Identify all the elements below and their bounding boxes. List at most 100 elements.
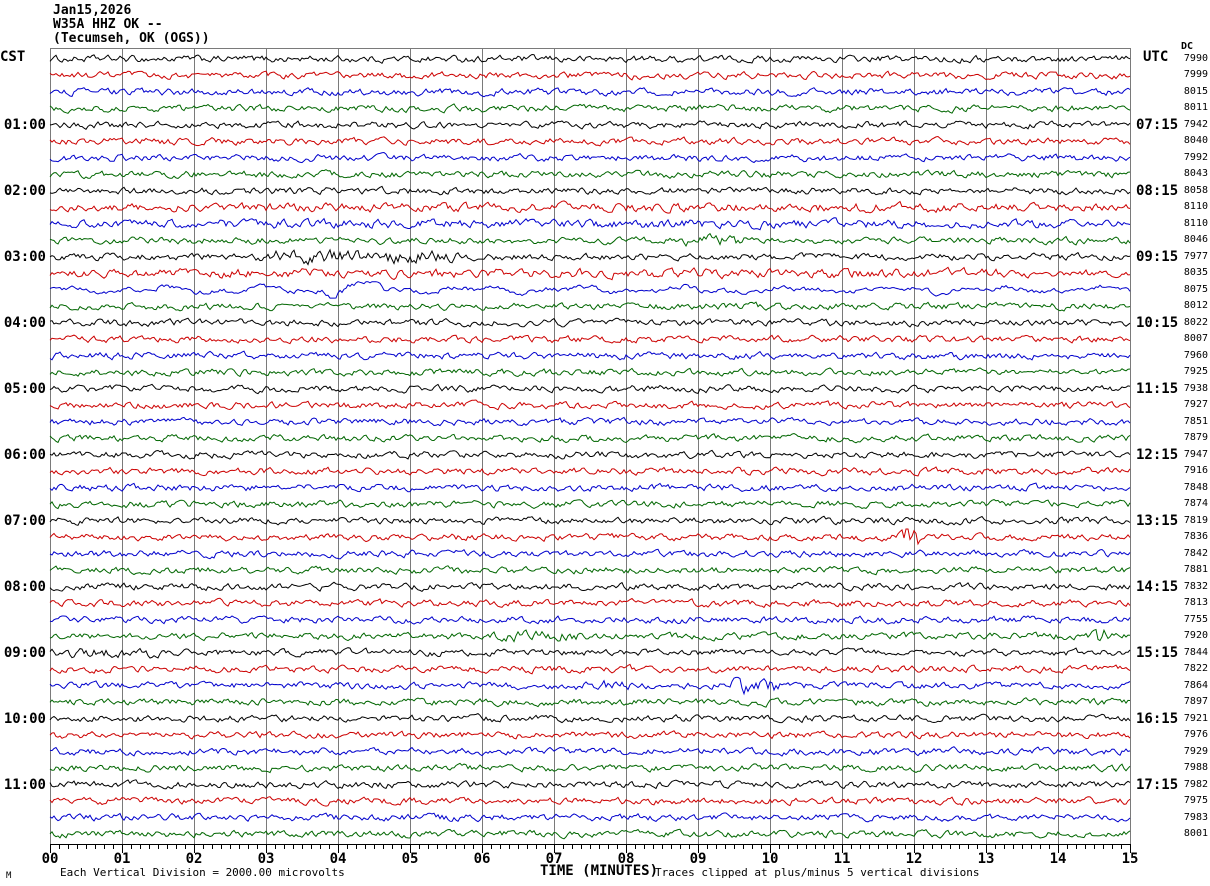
dc-value: 7755 <box>1183 613 1208 625</box>
utc-hour-label: 11:15 <box>1136 380 1179 397</box>
dc-value: 8110 <box>1183 217 1208 229</box>
dc-value: 7822 <box>1183 663 1208 675</box>
utc-hour-label: 07:15 <box>1136 116 1179 133</box>
trace-row <box>49 812 1131 823</box>
trace-row <box>49 350 1131 361</box>
dc-value: 8015 <box>1183 85 1208 97</box>
scale-note: Each Vertical Division = 2000.00 microvo… <box>60 866 345 879</box>
minute-tick-label: 06 <box>473 851 491 867</box>
trace-row <box>49 528 1131 546</box>
dc-value: 7832 <box>1183 580 1208 592</box>
cst-hour-label: 06:00 <box>3 446 46 463</box>
trace-row <box>49 232 1131 248</box>
trace-row <box>49 200 1131 214</box>
trace-row <box>49 87 1131 98</box>
dc-value: 7999 <box>1183 69 1208 81</box>
dc-value: 8075 <box>1183 283 1208 295</box>
utc-hour-label: 16:15 <box>1136 710 1179 727</box>
minute-tick-label: 14 <box>1049 851 1067 867</box>
cst-hour-label: 02:00 <box>3 182 46 199</box>
dc-value: 8046 <box>1183 234 1208 246</box>
left-axis-label: CST <box>0 49 26 65</box>
minute-tick-label: 12 <box>905 851 923 867</box>
minute-tick-label: 00 <box>41 851 59 867</box>
title-station: W35A HHZ OK -- <box>53 17 163 32</box>
minute-tick-label: 07 <box>545 851 563 867</box>
trace-row <box>49 217 1131 231</box>
dc-value: 7977 <box>1183 250 1208 262</box>
dc-value: 7864 <box>1183 679 1208 691</box>
cst-hour-label: 07:00 <box>3 512 46 529</box>
trace-row <box>49 581 1131 593</box>
dc-value: 7836 <box>1183 531 1208 543</box>
watermark-glyph: M <box>6 871 12 881</box>
utc-hour-label: 17:15 <box>1136 776 1179 793</box>
dc-value: 7925 <box>1183 366 1208 378</box>
trace-row <box>49 762 1131 774</box>
dc-value: 7990 <box>1183 53 1208 64</box>
trace-row <box>49 828 1131 840</box>
dc-value: 7897 <box>1183 696 1208 708</box>
trace-row <box>49 301 1131 312</box>
dc-value: 8022 <box>1183 316 1208 328</box>
dc-value: 8110 <box>1183 201 1208 213</box>
dc-value: 7842 <box>1183 547 1208 559</box>
dc-value: 8001 <box>1183 828 1208 840</box>
minute-tick-label: 01 <box>113 851 131 867</box>
minute-tick-label: 10 <box>761 851 779 867</box>
utc-hour-label: 08:15 <box>1136 182 1179 199</box>
utc-hour-label: 14:15 <box>1136 578 1179 595</box>
trace-row <box>49 713 1131 724</box>
dc-value: 7982 <box>1183 778 1208 790</box>
trace-row <box>49 169 1131 180</box>
trace-row <box>49 383 1131 395</box>
trace-row <box>49 432 1131 444</box>
trace-row <box>49 135 1131 147</box>
minute-tick-label: 04 <box>329 851 347 867</box>
trace-row <box>49 120 1131 130</box>
trace-row <box>49 449 1131 460</box>
dc-value: 7819 <box>1183 514 1208 526</box>
dc-value: 7874 <box>1183 498 1208 510</box>
minute-tick-label: 13 <box>977 851 995 867</box>
trace-row <box>49 103 1131 114</box>
dc-value: 7813 <box>1183 597 1208 609</box>
trace-row <box>49 266 1131 281</box>
dc-column-header: DC <box>1181 41 1194 52</box>
utc-hour-label: 15:15 <box>1136 644 1179 661</box>
trace-row <box>49 367 1131 378</box>
title-date: Jan15,2026 <box>53 3 132 18</box>
trace-row <box>49 676 1131 696</box>
dc-value: 7920 <box>1183 630 1208 642</box>
dc-value: 8011 <box>1183 102 1208 114</box>
dc-value: 7992 <box>1183 151 1208 163</box>
x-axis-title: TIME (MINUTES) <box>540 863 659 879</box>
minute-tick-label: 08 <box>617 851 635 867</box>
dc-value: 8040 <box>1183 135 1208 147</box>
trace-row <box>49 615 1131 625</box>
dc-value: 7983 <box>1183 811 1208 823</box>
minute-tick-label: 05 <box>401 851 419 867</box>
trace-row <box>49 416 1131 427</box>
utc-hour-label: 10:15 <box>1136 314 1179 331</box>
trace-row <box>49 565 1131 576</box>
cst-hour-label: 10:00 <box>3 710 46 727</box>
cst-hour-label: 11:00 <box>3 776 46 793</box>
cst-hour-label: 05:00 <box>3 380 46 397</box>
minute-tick-label: 11 <box>833 851 851 867</box>
trace-row <box>49 796 1131 807</box>
trace-row <box>49 151 1131 164</box>
trace-row <box>49 281 1131 299</box>
trace-row <box>49 663 1131 675</box>
trace-row <box>49 53 1131 65</box>
trace-row <box>49 499 1131 510</box>
minute-tick-label: 03 <box>257 851 275 867</box>
right-axis-label: UTC <box>1143 49 1169 65</box>
clip-note: Traces clipped at plus/minus 5 vertical … <box>655 866 980 879</box>
minute-tick-label: 02 <box>185 851 203 867</box>
trace-row <box>49 185 1131 196</box>
dc-value: 7988 <box>1183 762 1208 774</box>
trace-row <box>49 70 1131 81</box>
